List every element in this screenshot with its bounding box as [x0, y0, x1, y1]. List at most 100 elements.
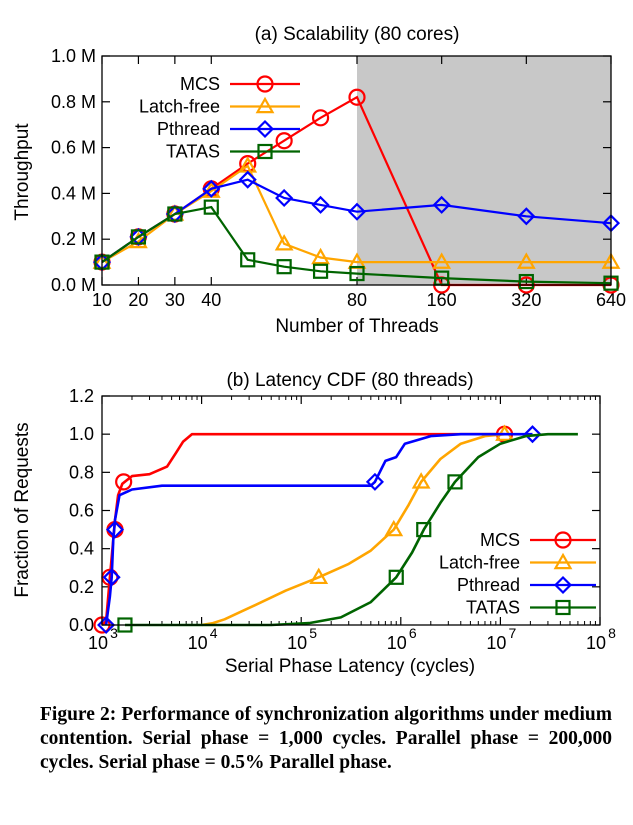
data-point	[517, 207, 536, 226]
x-tick-label: 10	[287, 633, 307, 653]
plot-frame	[101, 395, 601, 626]
y-tick-label: 0.8 M	[51, 92, 96, 112]
series-line	[101, 432, 505, 626]
x-tick-label: 10	[387, 633, 407, 653]
y-tick-label: 0.8	[69, 462, 94, 482]
y-tick-label: 0.2	[69, 577, 94, 597]
x-tick-label: 10	[88, 633, 108, 653]
data-point	[115, 473, 133, 491]
x-tick-label: 10	[586, 633, 606, 653]
data-point	[523, 425, 542, 444]
data-point	[105, 520, 125, 539]
legend-marker	[553, 575, 573, 595]
x-tick-label: 10	[486, 633, 506, 653]
y-tick-label: 0.6 M	[51, 138, 96, 158]
legend-marker	[255, 119, 275, 139]
data-point	[312, 263, 329, 279]
chart-a-xlabel: Number of Threads	[275, 316, 438, 337]
shaded-region	[357, 56, 611, 285]
data-point	[311, 109, 330, 127]
y-tick-label: 1.0	[69, 424, 94, 444]
x-tick-label: 30	[165, 290, 185, 310]
legend-marker	[255, 96, 275, 114]
data-point	[130, 229, 147, 245]
legend-marker	[256, 75, 274, 93]
x-tick-label: 640	[596, 290, 626, 310]
scalability-chart: (a) Scalability (80 cores) Throughput Nu…	[12, 24, 626, 337]
data-point	[388, 569, 404, 585]
data-point	[432, 252, 452, 269]
data-point	[275, 188, 294, 208]
data-point	[102, 568, 121, 587]
data-point	[432, 195, 451, 214]
data-point	[518, 273, 534, 290]
data-point	[311, 195, 330, 214]
figure: (a) Scalability (80 cores) Throughput Nu…	[12, 24, 626, 677]
data-point	[347, 202, 367, 221]
y-tick-label: 1.0 M	[51, 46, 96, 66]
chart-b-title: (b) Latency CDF (80 threads)	[226, 370, 473, 391]
series-line	[201, 432, 505, 627]
data-point	[349, 265, 365, 282]
data-point	[447, 474, 463, 490]
legend-marker	[555, 599, 571, 616]
x-tick-label: 320	[511, 290, 541, 310]
legend-label: Latch-free	[439, 553, 520, 573]
x-tick-exponent: 7	[509, 625, 517, 641]
legend-marker	[554, 531, 572, 549]
data-point	[311, 247, 330, 265]
legend-marker	[553, 552, 573, 570]
legend-label: MCS	[480, 530, 520, 550]
x-tick-exponent: 6	[409, 625, 417, 641]
y-tick-label: 0.0	[69, 615, 94, 635]
data-point	[202, 179, 221, 198]
series-mcs	[93, 425, 514, 634]
x-tick-label: 20	[128, 290, 148, 310]
series-line	[104, 432, 533, 626]
y-tick-label: 0.4 M	[51, 183, 96, 203]
data-point	[203, 199, 219, 215]
y-tick-label: 1.2	[69, 386, 94, 406]
data-point	[309, 567, 329, 585]
chart-a-title: (a) Scalability (80 cores)	[255, 24, 460, 45]
series-tatas	[117, 432, 578, 633]
data-point	[365, 472, 384, 491]
legend-label: Pthread	[157, 119, 220, 139]
legend-label: TATAS	[166, 142, 220, 162]
series-latch-free	[201, 424, 514, 627]
y-tick-label: 0.2 M	[51, 229, 96, 249]
data-point	[276, 259, 292, 275]
x-tick-exponent: 3	[110, 625, 118, 641]
series-pthread	[97, 425, 542, 635]
data-point	[275, 132, 293, 150]
plot-frame	[101, 55, 612, 286]
legend-label: Pthread	[457, 575, 520, 595]
data-point	[97, 615, 116, 635]
data-point	[240, 252, 256, 268]
series-line	[101, 164, 611, 264]
x-tick-label: 80	[347, 290, 367, 310]
y-tick-label: 0.6	[69, 501, 94, 521]
chart-b-ylabel: Fraction of Requests	[12, 422, 33, 597]
data-point	[238, 170, 257, 189]
latency-cdf-chart: (b) Latency CDF (80 threads) Fraction of…	[12, 370, 616, 677]
legend-label: Latch-free	[139, 97, 220, 117]
x-tick-label: 10	[92, 290, 112, 310]
data-point	[416, 521, 432, 538]
series-line	[101, 205, 612, 285]
x-tick-label: 160	[427, 290, 457, 310]
figure-caption: Figure 2: Performance of synchronization…	[40, 704, 612, 773]
data-point	[411, 472, 431, 489]
data-point	[274, 234, 294, 251]
x-tick-label: 10	[188, 633, 208, 653]
legend-label: MCS	[180, 74, 220, 94]
x-tick-label: 40	[201, 290, 221, 310]
series-line	[125, 432, 578, 627]
legend-label: TATAS	[466, 598, 520, 618]
chart-a-ylabel: Throughput	[12, 123, 33, 221]
data-point	[384, 519, 404, 537]
data-point	[516, 252, 536, 269]
legend-marker	[257, 143, 273, 160]
y-tick-label: 0.4	[69, 539, 94, 559]
